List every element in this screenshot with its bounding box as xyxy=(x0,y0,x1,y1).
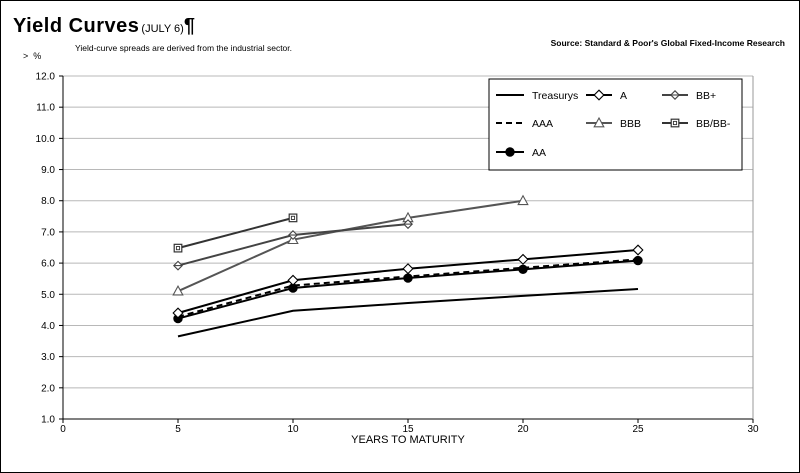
legend-item: BB+ xyxy=(662,90,716,102)
legend-box xyxy=(488,78,743,171)
chart-title: Yield Curves xyxy=(13,15,140,37)
y-tick-label: 11.0 xyxy=(36,103,55,114)
chart-title-date: (JULY 6) xyxy=(141,23,184,35)
y-tick-label: 5.0 xyxy=(41,290,55,301)
marker-diamond-cross xyxy=(670,90,680,100)
legend: Treasurys A BB+ AAA BBB BB/BB- AA xyxy=(488,78,743,171)
pilcrow-mark: ¶ xyxy=(183,15,195,37)
legend-item: A xyxy=(586,89,627,102)
legend-label: AAA xyxy=(532,118,553,130)
marker-square xyxy=(173,243,183,253)
x-tick-label: 15 xyxy=(402,424,414,435)
y-tick-label: 7.0 xyxy=(41,227,55,238)
series-bbb xyxy=(172,194,529,296)
series-bb- xyxy=(173,219,413,271)
x-tick-label: 10 xyxy=(287,424,299,435)
x-tick-label: 25 xyxy=(632,424,644,435)
series-line xyxy=(177,216,294,250)
marker-square-inner xyxy=(290,215,296,220)
legend-label: Treasurys xyxy=(532,90,578,102)
x-axis-title: YEARS TO MATURITY xyxy=(351,434,465,446)
y-tick-label: 4.0 xyxy=(41,321,55,332)
x-tick-label: 30 xyxy=(747,424,759,435)
series-bb-bb- xyxy=(173,213,298,253)
marker-diamond-cross xyxy=(173,260,183,271)
x-tick-label: 20 xyxy=(517,424,529,435)
marker-triangle xyxy=(172,285,184,296)
marker-diamond xyxy=(287,274,299,286)
y-tick-label: 8.0 xyxy=(41,196,55,207)
x-tick-label: 0 xyxy=(60,424,66,435)
marker-square-inner xyxy=(175,246,181,251)
legend-item: AA xyxy=(496,147,546,159)
y-tick-label: 1.0 xyxy=(41,415,55,426)
marker-diamond xyxy=(593,89,605,101)
y-unit-label: > % xyxy=(23,51,41,61)
marker-square xyxy=(288,213,298,223)
marker-diamond xyxy=(632,244,644,256)
legend-label: A xyxy=(620,90,627,102)
legend-label: AA xyxy=(532,147,546,159)
series-layer xyxy=(172,194,644,338)
y-tick-label: 2.0 xyxy=(41,383,55,394)
legend-item: AAA xyxy=(496,118,553,130)
series-aa xyxy=(173,255,643,324)
y-tick-label: 12.0 xyxy=(36,72,56,83)
legend-item: BBB xyxy=(586,116,641,130)
y-tick-label: 9.0 xyxy=(41,165,55,176)
unit-arrow-icon: > xyxy=(23,51,29,61)
source-note: Source: Standard & Poor's Global Fixed-I… xyxy=(550,38,785,48)
marker-filled-circle xyxy=(505,147,515,157)
marker-filled-circle xyxy=(403,273,413,283)
marker-square-inner xyxy=(672,120,678,126)
marker-diamond xyxy=(402,263,414,275)
legend-item: BB/BB- xyxy=(662,118,731,130)
y-tick-label: 3.0 xyxy=(41,352,55,363)
marker-filled-circle xyxy=(633,255,643,266)
marker-diamond-cross xyxy=(403,219,413,230)
series-line xyxy=(177,199,524,293)
marker-diamond-cross xyxy=(288,230,298,241)
marker-diamond xyxy=(517,253,529,265)
series-treasurys xyxy=(177,287,639,338)
chart-subtitle: Yield-curve spreads are derived from the… xyxy=(75,43,293,53)
axes: 1.0 2.0 3.0 4.0 5.0 6.0 7.0 8.0 9.0 10.0 11.0 12.0 0… xyxy=(36,72,759,447)
y-tick-label: 6.0 xyxy=(41,259,55,270)
x-tick-label: 5 xyxy=(175,424,181,435)
legend-label: BB/BB- xyxy=(696,118,731,130)
title-block: Yield Curves (JULY 6)¶ xyxy=(13,15,195,38)
series-a xyxy=(172,244,644,319)
legend-label: BBB xyxy=(620,118,641,130)
legend-item: Treasurys xyxy=(496,90,578,102)
marker-triangle xyxy=(517,194,529,206)
marker-diamond xyxy=(172,307,184,319)
marker-square xyxy=(670,118,680,128)
unit-percent: % xyxy=(33,51,42,61)
marker-filled-circle xyxy=(518,264,528,275)
series-line xyxy=(177,287,639,338)
marker-triangle xyxy=(593,116,605,128)
legend-label: BB+ xyxy=(696,90,716,102)
y-tick-label: 10.0 xyxy=(36,134,56,145)
